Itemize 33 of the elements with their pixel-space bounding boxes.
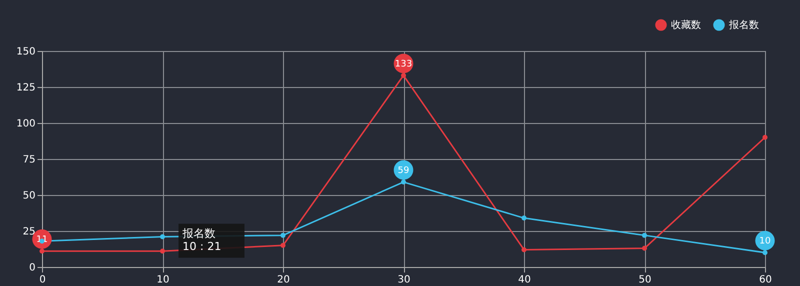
y-tick-label: 150 <box>16 46 36 58</box>
point <box>160 234 165 240</box>
point <box>280 242 286 248</box>
y-tick-label: 25 <box>22 226 36 238</box>
point <box>40 248 44 254</box>
y-tick-label: 50 <box>22 190 36 202</box>
point <box>160 248 165 254</box>
x-tick-label: 30 <box>398 274 410 286</box>
point <box>762 250 768 256</box>
point <box>642 246 647 251</box>
point <box>522 216 526 221</box>
x-tick-label: 40 <box>518 274 531 286</box>
x-tick-label: 10 <box>156 274 170 286</box>
legend-label: 收藏数 <box>671 19 701 31</box>
annotation: 59 <box>398 166 410 176</box>
x-tick-label: 20 <box>277 274 290 286</box>
y-tick-label: 75 <box>22 154 36 166</box>
point <box>762 134 768 140</box>
point <box>642 232 647 238</box>
x-tick-label: 60 <box>759 274 772 286</box>
point <box>401 180 406 185</box>
legend-label: 报名数 <box>728 19 759 31</box>
point <box>522 247 526 252</box>
x-tick-label: 50 <box>638 274 652 286</box>
point <box>401 72 406 78</box>
annotation: 10 <box>759 236 771 247</box>
point <box>280 232 286 238</box>
x-tick-label: 0 <box>39 274 46 286</box>
y-tick-label: 125 <box>16 82 36 94</box>
annotation: 133 <box>394 59 412 70</box>
annotation: 报名数 10 : 21 <box>182 226 222 253</box>
y-tick-label: 100 <box>16 118 36 130</box>
y-tick-label: 0 <box>29 262 36 274</box>
